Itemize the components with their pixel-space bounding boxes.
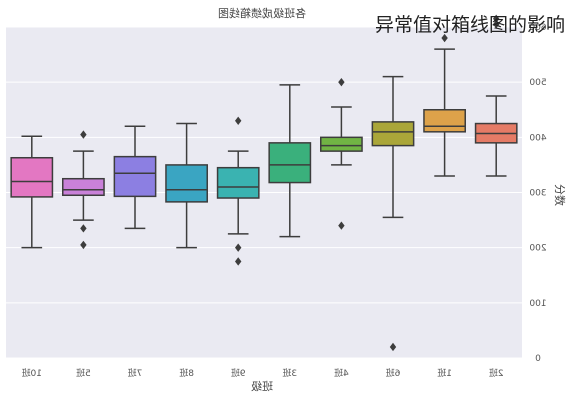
y-tick-label: 100 [529, 299, 546, 309]
outlier-point [338, 78, 345, 87]
box-9班 [216, 116, 260, 266]
y-tick-label: 300 [529, 189, 546, 199]
y-tick-label: 500 [529, 78, 546, 88]
iqr-box [320, 136, 363, 152]
box-7班 [113, 125, 157, 230]
x-tick-label: 4班 [334, 367, 349, 379]
y-axis-label-group: 分数 [553, 184, 566, 206]
box-6班 [371, 75, 415, 352]
box-10班 [10, 135, 54, 249]
boxes [10, 14, 518, 352]
chart-title: 各班级成绩箱线图 [218, 6, 306, 20]
outlier-point [80, 130, 87, 139]
y-tick-label: 200 [529, 244, 546, 254]
x-tick-label: 8班 [179, 367, 194, 379]
box-2班 [474, 14, 518, 177]
iqr-box [371, 121, 415, 147]
iqr-box [268, 142, 312, 184]
box-5班 [62, 130, 105, 250]
x-tick-labels: 10班 5班 7班 8班 9班 3班 4班 6班 1班 2班 [22, 367, 504, 379]
box-1班 [423, 33, 466, 177]
outlier-point [235, 116, 242, 125]
outlier-point [235, 243, 242, 252]
outlier-point [80, 240, 87, 250]
iqr-box [165, 164, 208, 203]
box-8班 [165, 122, 208, 249]
mirrored-xlabel-group: 班级 [251, 380, 273, 393]
x-tick-label: 5班 [76, 367, 91, 379]
x-tick-label: 3班 [282, 367, 297, 379]
iqr-box [10, 156, 54, 198]
x-tick-label: 2班 [489, 367, 504, 379]
outlier-point [80, 224, 87, 233]
outlier-point [493, 14, 500, 23]
x-tick-label: 6班 [386, 367, 401, 379]
box-3班 [268, 84, 312, 238]
outlier-point [441, 33, 448, 43]
y-tick-label: 0 [535, 354, 541, 364]
iqr-box [216, 166, 260, 199]
outlier-point [338, 221, 345, 230]
x-tick-label: 7班 [128, 367, 143, 379]
x-tick-label: 1班 [437, 367, 452, 379]
iqr-box [423, 109, 466, 133]
y-tick-label: 400 [529, 133, 546, 143]
mirrored-title-group: 各班级成绩箱线图 [218, 6, 306, 20]
box-4班 [320, 78, 363, 230]
y-tick-labels: 0 100 200 300 400 500 600 [529, 23, 546, 364]
x-axis-label: 班级 [251, 380, 273, 393]
iqr-box [62, 177, 105, 197]
outlier-point [389, 342, 397, 352]
x-tick-label: 10班 [22, 367, 42, 379]
outlier-point [493, 20, 500, 29]
outlier-point [235, 257, 242, 266]
y-tick-label: 600 [529, 23, 546, 33]
x-tick-label: 9班 [231, 367, 246, 379]
caption-overlay: 异常值对箱线图的影响 [374, 14, 565, 36]
iqr-box [113, 155, 157, 198]
y-axis-label: 分数 [553, 184, 566, 206]
